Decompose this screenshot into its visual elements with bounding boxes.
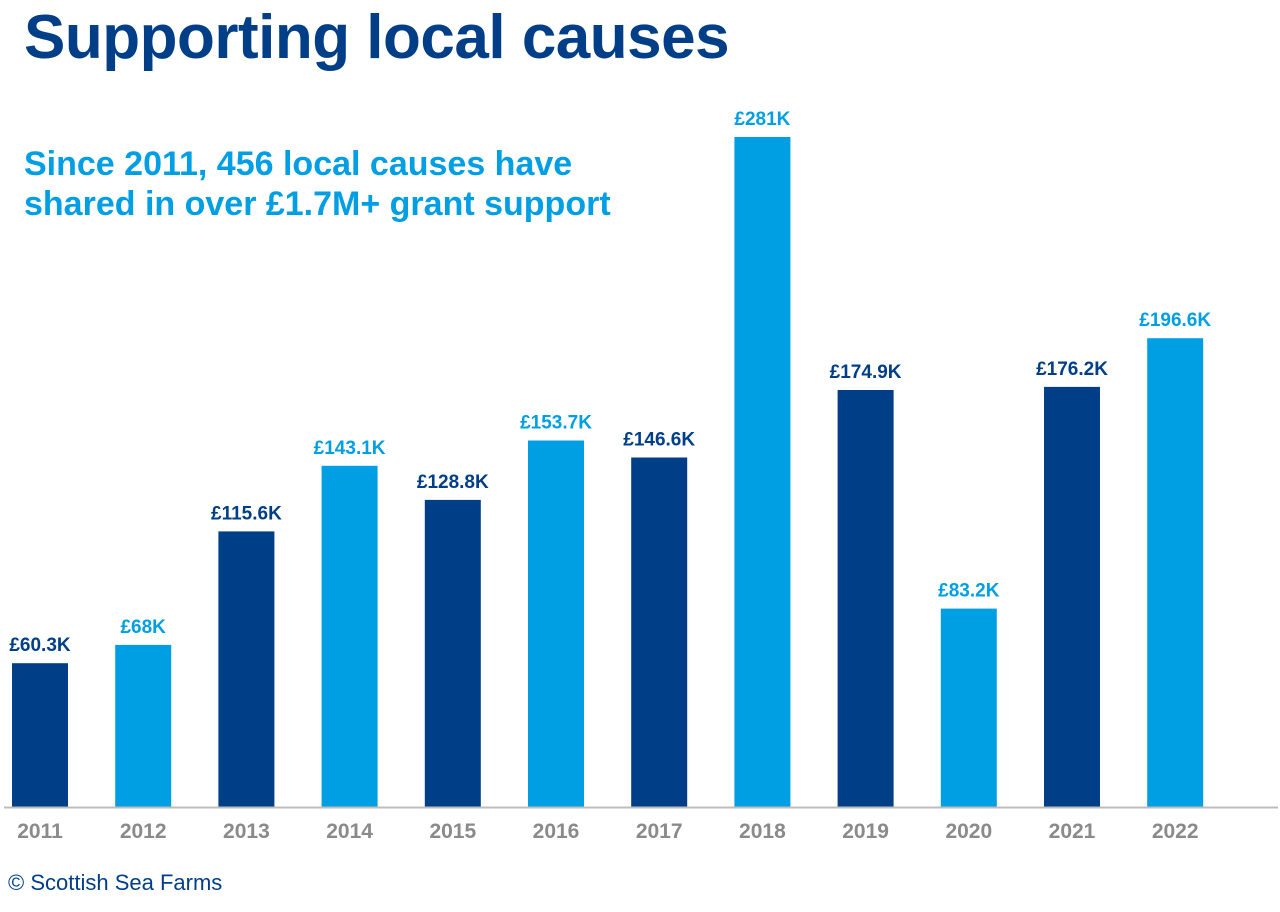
data-label-2012: £68K [120, 617, 166, 638]
bar-2015 [424, 499, 481, 807]
x-tick-label-2021: 2021 [1049, 820, 1096, 843]
x-tick-label-2018: 2018 [739, 820, 786, 843]
data-label-2022: £196.6K [1139, 310, 1211, 331]
bar-2020 [940, 608, 997, 807]
x-tick-label-2022: 2022 [1152, 820, 1199, 843]
bar-2018 [734, 137, 791, 807]
x-tick-label-2015: 2015 [429, 820, 476, 843]
x-tick-label-2013: 2013 [223, 820, 270, 843]
bar-2012 [115, 644, 172, 807]
chart-title: Supporting local causes [24, 3, 730, 72]
data-label-2016: £153.7K [520, 413, 592, 434]
copyright-footer: © Scottish Sea Farms [8, 870, 223, 895]
chart-subtitle: Since 2011, 456 local causes have shared… [24, 144, 724, 224]
data-label-2020: £83.2K [938, 581, 1000, 602]
data-label-2019: £174.9K [830, 362, 902, 383]
bar-2021 [1044, 386, 1100, 807]
x-tick-label-2011: 2011 [17, 820, 63, 843]
data-label-2017: £146.6K [623, 430, 695, 451]
x-tick-label-2014: 2014 [326, 820, 373, 843]
x-tick-label-2019: 2019 [842, 820, 889, 843]
bar-2011 [12, 663, 68, 807]
subtitle-line-1: Since 2011, 456 local causes have [24, 145, 573, 183]
bar-2014 [321, 465, 378, 807]
bar-2019 [837, 390, 894, 807]
subtitle-line-2: shared in over £1.7M+ grant support [24, 185, 611, 223]
bar-2017 [631, 457, 688, 807]
data-label-2014: £143.1K [314, 438, 386, 459]
x-tick-label-2017: 2017 [636, 820, 683, 843]
data-label-2015: £128.8K [417, 472, 489, 493]
bar-2022 [1147, 338, 1204, 807]
x-tick-label-2016: 2016 [533, 820, 580, 843]
data-label-2018: £281K [734, 109, 790, 130]
x-tick-label-2020: 2020 [945, 820, 992, 843]
x-tick-label-2012: 2012 [120, 820, 167, 843]
bar-2013 [218, 531, 275, 807]
data-label-2013: £115.6K [211, 503, 282, 524]
bar-2016 [528, 440, 584, 807]
data-label-2021: £176.2K [1036, 359, 1108, 380]
data-label-2011: £60.3K [9, 635, 71, 656]
